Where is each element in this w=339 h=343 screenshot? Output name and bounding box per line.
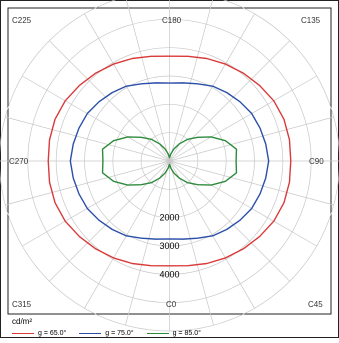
tick-layer: 2000 3000 4000 [159,213,179,280]
legend-label-75: g = 75.0° [105,329,134,337]
grid-radial-line [22,160,170,247]
radial-tick-label: 4000 [159,269,179,279]
series-line-2 [101,136,238,186]
legend-item-85: g = 85.0° [146,329,201,337]
grid-radial-line [169,160,334,206]
series-line-1 [69,82,270,240]
grid-radial-line [125,160,170,326]
grid-radial-line [169,160,255,309]
series-layer [47,55,292,267]
legend-row: g = 65.0° g = 75.0° g = 85.0° [12,328,201,338]
grid-radial-line [169,116,334,162]
direction-label-c180: C180 [162,16,182,25]
grid-radial-line [169,160,214,326]
direction-label-c315: C315 [12,300,32,309]
grid-radial-line [169,40,290,162]
legend: cd/m² g = 65.0° g = 75.0° g = 85.0° [8,317,331,337]
direction-label-c135: C135 [301,16,321,25]
legend-item-75: g = 75.0° [79,329,134,337]
legend-label-85: g = 85.0° [172,329,201,337]
direction-label-c0: C0 [166,300,177,309]
grid-radial-line [49,160,170,282]
legend-item-65: g = 65.0° [12,330,66,337]
grid-radial-line [169,75,317,162]
direction-label-c270: C270 [9,157,29,166]
direction-label-c90: C90 [309,157,324,166]
series-line-0 [47,55,292,267]
grid-radial-line [5,116,170,162]
grid-radial-line [22,75,170,162]
grid-layer [0,0,339,332]
grid-radial-line [84,13,170,162]
direction-label-c225: C225 [12,16,32,25]
grid-radial-line [5,160,170,206]
radial-tick-label: 3000 [159,241,179,251]
legend-swatch-85 [146,332,169,334]
direction-label-c45: C45 [308,300,323,309]
unit-label: cd/m² [12,317,32,326]
grid-radial-line [84,160,170,309]
grid-radial-line [125,0,170,162]
legend-swatch-65 [12,332,34,334]
legend-label-65: g = 65.0° [38,329,67,337]
grid-radial-line [169,160,290,282]
grid-radial-line [169,13,255,162]
grid-radial-line [169,160,317,247]
legend-swatch-75 [79,332,102,334]
grid-radial-line [169,0,214,162]
radial-tick-label: 2000 [159,213,179,223]
grid-radial-line [49,40,170,162]
